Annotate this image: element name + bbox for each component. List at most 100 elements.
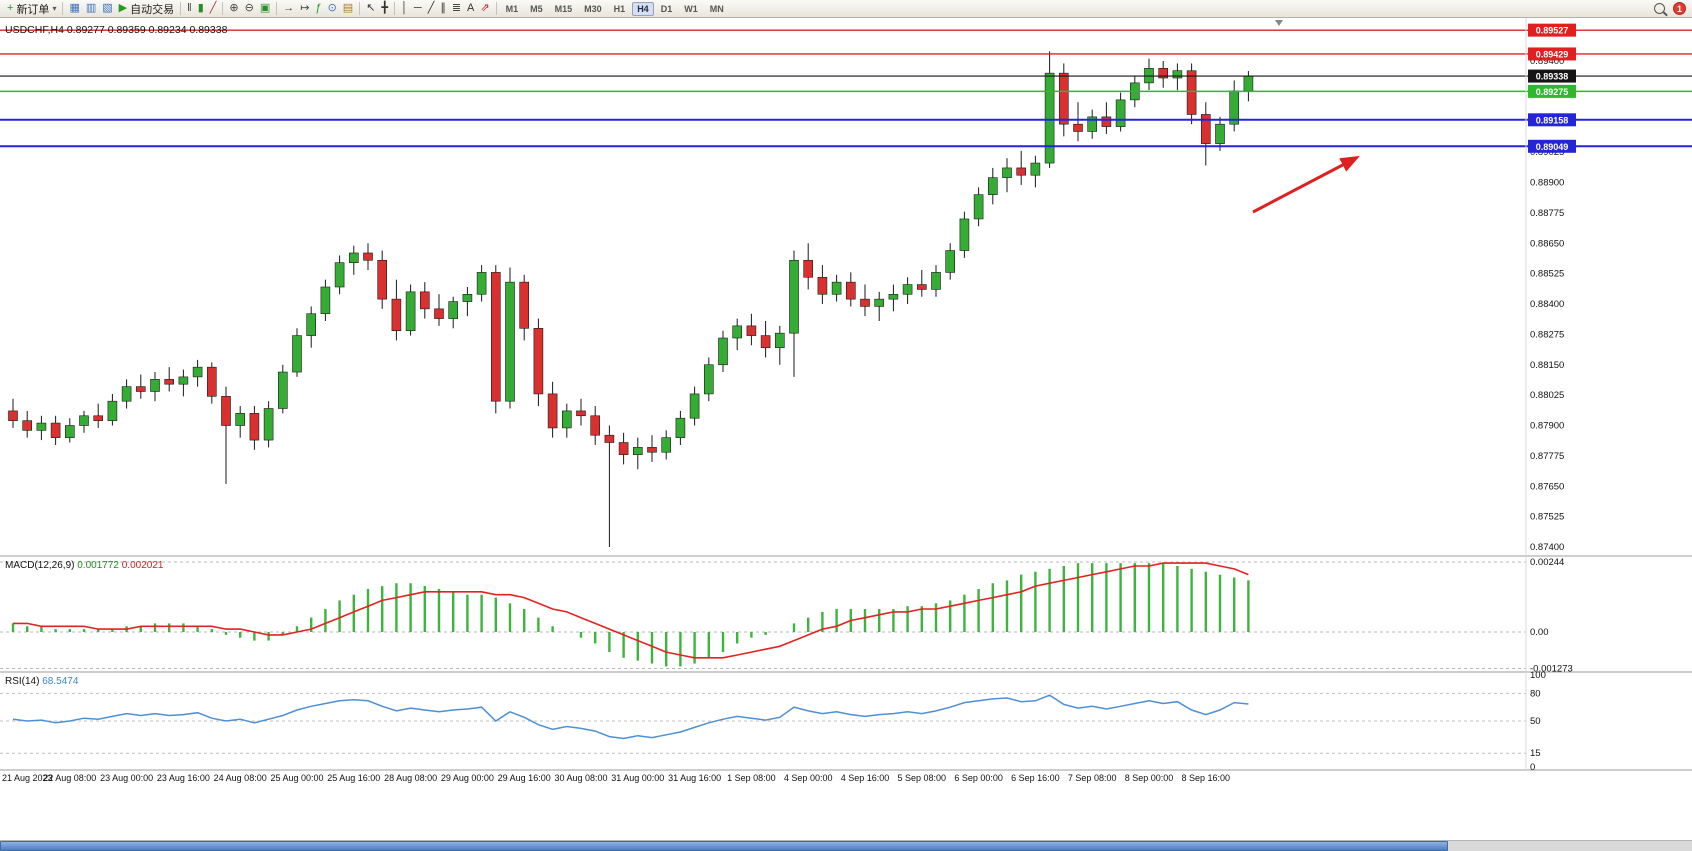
new-order-button[interactable]: + 新订单 ▾ [4, 1, 59, 16]
price-tag-bid-price [1528, 69, 1576, 83]
candle [987, 177, 998, 195]
candle [178, 376, 189, 385]
autotrading-button[interactable]: ▶ 自动交易 [116, 1, 177, 16]
svg-text:25 Aug 16:00: 25 Aug 16:00 [327, 773, 380, 783]
toolbar-items: + 新订单 ▾ ▦ ▥ ▧ ▶ 自动交易 ‖ ▮ ╱ ⊕ ⊖ ▣ → ↦ ƒ ⊙ ▤ ↖ ╋ │ ─ ╱ ∥ ≣ A ⇗ [4, 1, 500, 16]
periods-button[interactable]: ⊙ [325, 1, 340, 16]
navigator-button[interactable]: ▧ [99, 1, 115, 16]
bar-chart-button[interactable]: ‖ [184, 1, 195, 16]
candle [50, 422, 61, 438]
charts-profile-icon: ▦ [69, 2, 80, 14]
text-icon: A [467, 2, 475, 14]
svg-text:0.88525: 0.88525 [1530, 269, 1564, 280]
scrollbar-thumb[interactable] [0, 841, 1448, 851]
pane-separators[interactable] [0, 18, 1692, 771]
candle [505, 281, 515, 402]
channel-button[interactable]: ∥ [437, 1, 449, 16]
timeframe-mn-button[interactable]: MN [709, 3, 724, 14]
candle [561, 410, 572, 429]
notification-badge[interactable]: 1 [1673, 2, 1686, 15]
candle [874, 298, 885, 307]
indicators-button[interactable]: ƒ [312, 1, 324, 16]
price-tag-support [1528, 113, 1576, 127]
toolbar-separator [276, 2, 278, 15]
cursor-icon: ↖ [366, 2, 376, 14]
svg-text:21 Aug 2023: 21 Aug 2023 [2, 773, 53, 783]
cursor-button[interactable]: ↖ [363, 1, 378, 16]
fibonacci-icon: ≣ [451, 2, 462, 14]
pane-titles: USDCHF,H4 0.89277 0.89359 0.89234 0.8933… [5, 24, 228, 687]
chart-shift-marker[interactable] [1275, 20, 1283, 26]
auto-scroll-icon: → [283, 2, 295, 14]
horizontal-level-lines[interactable] [0, 29, 1692, 148]
templates-button[interactable]: ▤ [340, 1, 356, 16]
svg-text:0.89049: 0.89049 [1536, 142, 1569, 152]
candle [547, 393, 558, 429]
toolbar-separator [222, 2, 224, 15]
candle [1243, 75, 1254, 92]
candle [334, 262, 345, 288]
svg-text:25 Aug 00:00: 25 Aug 00:00 [270, 773, 323, 783]
svg-text:0.88275: 0.88275 [1530, 329, 1564, 340]
annotation-arrow[interactable] [1252, 155, 1360, 214]
timeframe-m15-button[interactable]: M15 [554, 3, 573, 14]
fibonacci-button[interactable]: ≣ [449, 1, 464, 16]
candle [519, 281, 530, 329]
search-icon[interactable] [1654, 3, 1665, 14]
timeframe-h4-button[interactable]: H4 [632, 1, 654, 16]
price-chart-canvas[interactable]: 0.894000.892750.891500.890250.889000.887… [0, 18, 1692, 840]
candle [604, 434, 615, 443]
timeframe-h1-button[interactable]: H1 [613, 3, 626, 14]
tile-windows-button[interactable]: ▣ [257, 1, 273, 16]
price-tags[interactable]: 0.89527 0.89429 0.89338 0.89275 0.89158 0.890… [1528, 23, 1576, 153]
zoom-out-button[interactable]: ⊖ [242, 1, 257, 16]
market-watch-icon: ▥ [85, 2, 97, 14]
toolbar-separator [394, 2, 396, 15]
line-chart-button[interactable]: ╱ [207, 1, 220, 16]
candle [703, 364, 714, 395]
candle [1002, 167, 1012, 178]
vertical-line-icon: │ [401, 2, 408, 14]
macd-pane [0, 561, 1526, 670]
crosshair-button[interactable]: ╋ [378, 1, 391, 16]
charts-profile-button[interactable]: ▦ [66, 1, 82, 16]
text-button[interactable]: A [464, 1, 477, 16]
chart-shift-button[interactable]: ↦ [297, 1, 312, 16]
auto-scroll-button[interactable]: → [280, 1, 297, 16]
line-chart-icon: ╱ [209, 2, 217, 14]
candle [1172, 70, 1183, 79]
candle [817, 276, 828, 295]
candle [732, 325, 743, 339]
market-watch-button[interactable]: ▥ [83, 1, 99, 16]
candle [235, 413, 245, 426]
horizontal-line-icon: ─ [413, 2, 422, 14]
candle [306, 313, 317, 336]
timeframe-m5-button[interactable]: M5 [530, 3, 543, 14]
candlestick-chart-button[interactable]: ▮ [195, 1, 207, 16]
candle [831, 281, 842, 295]
price-axis[interactable]: 0.894000.892750.891500.890250.889000.887… [1530, 56, 1573, 773]
candle [590, 415, 601, 436]
horizontal-line-button[interactable]: ─ [411, 1, 425, 16]
indicators-icon: ƒ [315, 2, 322, 14]
candle [263, 408, 274, 441]
candle [647, 447, 657, 453]
arrows-button[interactable]: ⇗ [477, 1, 492, 16]
vertical-line-button[interactable]: │ [398, 1, 411, 16]
candle [1030, 162, 1041, 176]
trendline-button[interactable]: ╱ [425, 1, 438, 16]
timeframe-d1-button[interactable]: D1 [660, 3, 673, 14]
timeframe-m30-button[interactable]: M30 [584, 3, 602, 14]
candle [65, 425, 75, 438]
candle [1201, 114, 1211, 144]
timeframe-m1-button[interactable]: M1 [505, 3, 519, 14]
candle [632, 447, 643, 455]
candle [1115, 99, 1126, 127]
candle [888, 293, 899, 300]
horizontal-scrollbar[interactable] [0, 840, 1692, 851]
timeframe-w1-button[interactable]: W1 [684, 3, 698, 14]
zoom-in-button[interactable]: ⊕ [226, 1, 241, 16]
timeframe-buttons: M1 M5 M15 M30 H1 H4 D1 W1 MN [500, 1, 730, 16]
svg-text:0.89429: 0.89429 [1536, 49, 1569, 59]
